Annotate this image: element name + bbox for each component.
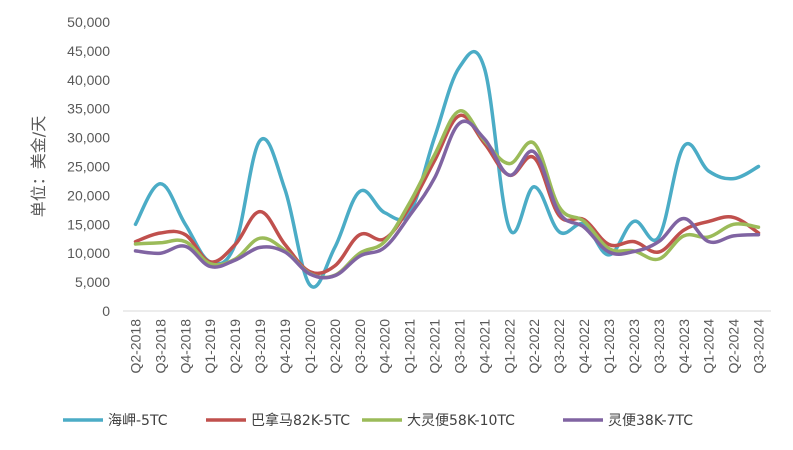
legend-label: 灵便38K-7TC	[608, 413, 693, 429]
series-line-1	[133, 50, 761, 289]
x-tick-label: Q3-2024	[751, 319, 767, 374]
x-tick-label: Q4-2023	[676, 319, 692, 374]
y-tick-label: 10,000	[67, 245, 110, 261]
x-tick-label: Q3-2022	[551, 319, 567, 374]
x-tick-label: Q4-2021	[476, 319, 492, 374]
y-tick-label: 45,000	[67, 43, 110, 59]
x-tick-label: Q2-2021	[427, 319, 443, 374]
y-tick-label: 0	[102, 303, 110, 319]
legend: 海岬-5TC 巴拿马82K-5TC 大灵便58K-10TC 灵便38K-7TC	[63, 412, 693, 429]
x-tick-label: Q3-2021	[451, 319, 467, 374]
series-line-4	[133, 119, 761, 280]
axes: 0 5,000 10,000 15,000 20,000 25,000 30,000 35,0…	[67, 14, 771, 373]
x-tick-label: Q3-2023	[651, 319, 667, 374]
x-tick-label: Q1-2020	[302, 319, 318, 374]
x-tick-label: Q4-2020	[377, 319, 393, 374]
y-tick-label: 15,000	[67, 216, 110, 232]
y-tick-label: 50,000	[67, 14, 110, 30]
x-tick-label: Q2-2020	[327, 319, 343, 374]
x-tick-label: Q3-2019	[252, 319, 268, 374]
x-tick-label: Q1-2021	[402, 319, 418, 374]
y-tick-label: 20,000	[67, 187, 110, 203]
y-tick-label: 5,000	[75, 274, 110, 290]
x-tick-label: Q3-2018	[152, 319, 168, 374]
y-axis-label: 单位：美金/天	[29, 116, 48, 217]
y-tick-label: 30,000	[67, 130, 110, 146]
x-tick-label: Q1-2023	[601, 319, 617, 374]
legend-label: 大灵便58K-10TC	[407, 413, 515, 429]
y-tick-label: 25,000	[67, 159, 110, 175]
y-tick-label: 35,000	[67, 101, 110, 117]
legend-label: 海岬-5TC	[108, 413, 168, 429]
y-tick-label: 40,000	[67, 72, 110, 88]
x-tick-label: Q2-2023	[626, 319, 642, 374]
x-tick-label: Q4-2022	[576, 319, 592, 374]
legend-label: 巴拿马82K-5TC	[251, 412, 350, 429]
x-tick-label: Q1-2024	[701, 319, 717, 374]
series-line-2	[133, 113, 761, 276]
x-tick-label: Q2-2019	[227, 319, 243, 374]
x-tick-label: Q4-2019	[277, 319, 293, 374]
x-tick-label: Q2-2024	[726, 319, 742, 374]
x-tick-label: Q3-2020	[352, 319, 368, 374]
x-tick-label: Q1-2022	[501, 319, 517, 374]
x-tick-label: Q2-2018	[127, 319, 143, 374]
x-tick-label: Q4-2018	[177, 319, 193, 374]
series-layer	[133, 50, 761, 289]
x-tick-label: Q2-2022	[526, 319, 542, 374]
x-tick-label: Q1-2019	[202, 319, 218, 374]
